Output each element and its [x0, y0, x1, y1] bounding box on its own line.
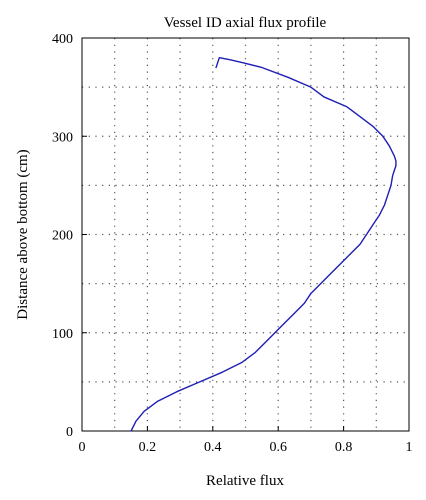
x-tick-label: 0	[79, 440, 86, 455]
x-tick-label: 0.6	[269, 440, 287, 455]
y-tick-label: 100	[52, 327, 73, 342]
y-tick-label: 300	[52, 130, 73, 145]
x-tick-label: 0.2	[139, 440, 157, 455]
axis-ticks: 0 0.2 0.4 0.6 0.8 1 0 100 200 300 400	[52, 32, 413, 455]
y-tick-label: 400	[52, 32, 73, 47]
chart-title: Vessel ID axial flux profile	[164, 15, 327, 31]
series-line	[130, 56, 397, 432]
x-tick-label: 0.4	[204, 440, 222, 455]
grid-lines	[82, 38, 409, 431]
x-tick-label: 1	[406, 440, 413, 455]
y-tick-label: 0	[66, 425, 73, 440]
y-axis-label: Distance above bottom (cm)	[15, 149, 31, 319]
plot-frame	[81, 37, 410, 432]
data-series	[130, 56, 397, 432]
x-tick-label: 0.8	[335, 440, 353, 455]
y-tick-label: 200	[52, 229, 73, 244]
x-axis-label: Relative flux	[206, 473, 284, 489]
